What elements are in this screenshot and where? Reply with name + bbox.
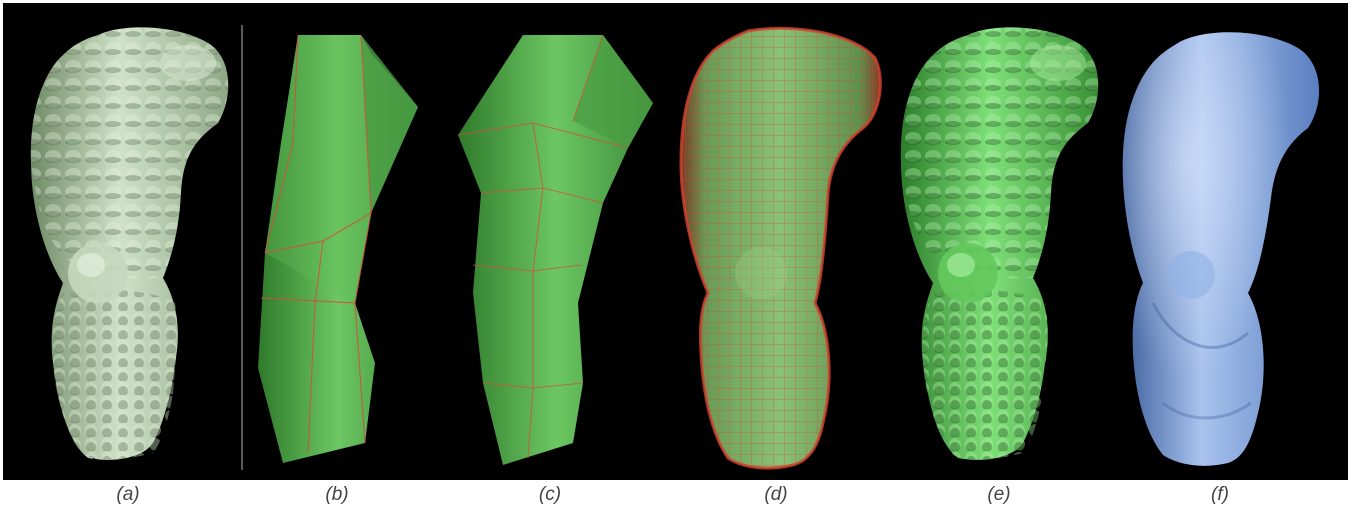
caption-d: (d) — [764, 484, 788, 505]
panel-a-scan-model — [30, 27, 229, 473]
panel-c-subdivided-mesh — [457, 34, 653, 465]
figure-panels — [30, 26, 1320, 473]
figure-canvas — [3, 3, 1348, 480]
panel-b-coarse-mesh — [258, 34, 418, 463]
panel-e-detailed-reconstruction — [900, 27, 1099, 460]
caption-b: (b) — [325, 484, 349, 505]
caption-e: (e) — [987, 484, 1011, 505]
caption-f: (f) — [1211, 484, 1229, 505]
panel-d-dense-mesh — [679, 26, 882, 470]
panel-divider — [241, 25, 243, 470]
panel-f-smooth-surface — [1122, 32, 1320, 466]
caption-row: (a) (b) (c) (d) (e) (f) — [0, 484, 1352, 514]
caption-a: (a) — [116, 484, 140, 505]
caption-c: (c) — [538, 484, 562, 505]
